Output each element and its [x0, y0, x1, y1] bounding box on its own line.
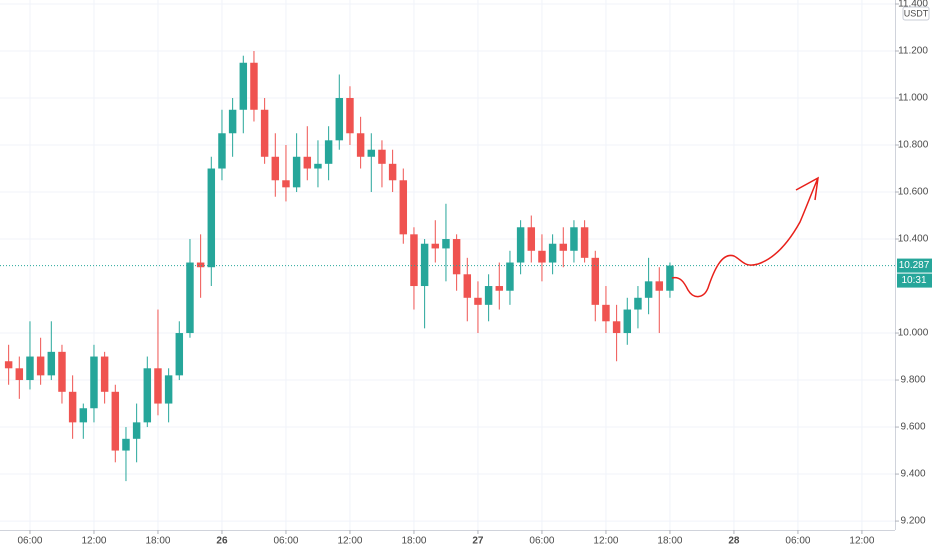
candle-body [260, 109, 269, 157]
candle-body [292, 156, 301, 188]
candle-body [175, 333, 184, 376]
candle-body [442, 239, 450, 249]
y-tick-label: 10.800 [898, 140, 929, 151]
candle-body [655, 281, 664, 291]
candle-body [495, 286, 504, 291]
candle-body [506, 262, 514, 291]
candle-body [356, 133, 365, 157]
y-tick-label: 10.400 [898, 234, 929, 245]
x-tick-label: 06:00 [17, 536, 42, 547]
candle-body [4, 361, 13, 369]
candle-body [303, 156, 312, 169]
candle-body [314, 163, 322, 169]
candle-body [591, 257, 600, 305]
x-tick-label: 12:00 [337, 536, 362, 547]
candle-body [196, 262, 205, 268]
candle-body [346, 98, 354, 134]
x-tick-label: 12:00 [81, 536, 106, 547]
candle-body [452, 239, 461, 275]
currency-box [902, 6, 930, 21]
candle-body [538, 250, 546, 263]
x-tick-label: 12:00 [593, 536, 618, 547]
candle-body [90, 356, 98, 409]
candle-body [431, 243, 440, 249]
candle-body [36, 356, 45, 376]
candle-body [132, 422, 141, 439]
candle-body [644, 281, 653, 298]
candle-body [324, 140, 333, 164]
candle-body [559, 243, 568, 251]
candle-body [122, 438, 130, 451]
y-tick-label: 11.400 [898, 0, 928, 10]
y-tick-label: 9.800 [900, 375, 925, 386]
y-tick-label: 11.000 [898, 93, 928, 104]
candle-body [282, 180, 290, 188]
candle-body [378, 149, 386, 164]
candle-body [250, 62, 258, 110]
candle-body [47, 351, 56, 376]
candle-body [79, 408, 88, 423]
candle-body [154, 368, 162, 404]
x-tick-label: 18:00 [657, 536, 682, 547]
candle-body [111, 391, 120, 451]
countdown-label: 10:31 [901, 275, 926, 286]
candle-body [335, 98, 344, 141]
candle-body [367, 149, 376, 157]
y-tick-label: 9.600 [900, 422, 925, 433]
candle-body [410, 234, 418, 287]
candle-body [634, 297, 642, 310]
x-tick-label: 27 [472, 536, 484, 547]
candle-body [548, 243, 557, 263]
x-tick-label: 28 [728, 536, 740, 547]
y-tick-label: 10.000 [898, 328, 929, 339]
drawn-arrow [671, 176, 819, 298]
y-tick-label: 11.200 [898, 46, 928, 57]
currency-label: USDT [904, 8, 929, 18]
candle-body [399, 180, 408, 235]
x-tick-label: 06:00 [273, 536, 298, 547]
candle-body [228, 109, 237, 134]
candle-body [26, 356, 34, 381]
candle-body [474, 297, 482, 305]
candle-body [164, 375, 173, 404]
candle-body [666, 265, 674, 291]
candle-body [516, 227, 525, 263]
candle-body [207, 168, 216, 268]
last-price-label: 10.287 [899, 260, 930, 271]
x-tick-label: 18:00 [145, 536, 170, 547]
x-tick-label: 12:00 [849, 536, 874, 547]
candle-body [218, 133, 226, 169]
candle-body [612, 321, 621, 334]
candle-body [58, 351, 66, 392]
candle-body [580, 227, 589, 258]
countdown-box [897, 273, 932, 288]
axes: 9.200 9.400 9.600 9.800 10.000 10.400 10.600 10… [17, 0, 932, 547]
last-price-box [897, 258, 932, 273]
x-tick-label: 26 [216, 536, 228, 547]
y-tick-label: 9.400 [900, 469, 925, 480]
candle-body [484, 286, 493, 305]
y-tick-label: 10.600 [898, 187, 929, 198]
candle-body [623, 309, 632, 334]
candle-body [388, 163, 397, 181]
candle-body [68, 391, 77, 423]
x-tick-label: 18:00 [401, 536, 426, 547]
x-tick-label: 06:00 [785, 536, 810, 547]
candle-body [15, 368, 24, 381]
candle-body [239, 62, 248, 110]
candle-body [570, 227, 578, 251]
candles [0, 51, 895, 482]
candle-body [463, 274, 472, 298]
candle-body [143, 368, 152, 423]
x-tick-label: 06:00 [529, 536, 554, 547]
candle-body [100, 356, 109, 392]
y-tick-label: 9.200 [900, 516, 925, 527]
candle-body [420, 243, 429, 287]
candle-body [271, 156, 280, 181]
candle-body [527, 227, 536, 251]
candle-body [602, 304, 610, 322]
candle-body [186, 262, 194, 334]
